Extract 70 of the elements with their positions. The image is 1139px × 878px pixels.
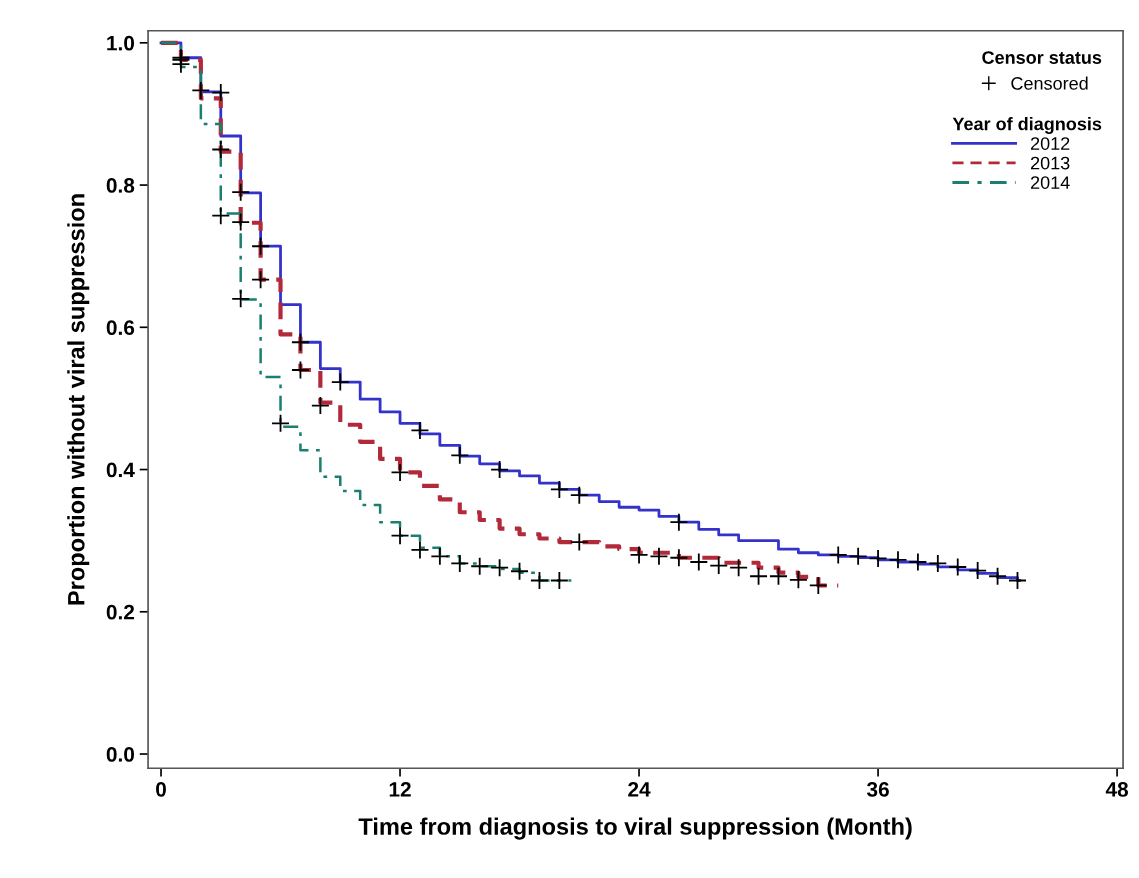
point: [450, 445, 470, 465]
legend-label: 2014: [1030, 176, 1070, 189]
point: [769, 566, 788, 586]
point: [749, 566, 768, 586]
point: [669, 548, 689, 568]
point: [251, 236, 271, 256]
point: [888, 550, 908, 570]
point: [291, 332, 310, 352]
point: [569, 485, 589, 505]
point: [251, 270, 271, 290]
point: [928, 554, 948, 573]
point: [549, 571, 569, 590]
point: [948, 557, 968, 577]
x-tick-label: 48: [1105, 781, 1129, 797]
point: [231, 212, 251, 232]
x-tick-label: 36: [866, 781, 889, 797]
point: [450, 554, 470, 573]
point: [549, 480, 569, 499]
point: [689, 552, 709, 572]
point: [808, 576, 828, 595]
point: [729, 558, 749, 578]
y-tick-label: 0.0: [106, 747, 135, 762]
point: [988, 566, 1007, 586]
point: [629, 545, 649, 565]
y-tick-label: 0.8: [106, 178, 135, 193]
point: [271, 413, 290, 433]
point: [410, 421, 430, 440]
text: Year of diagnosis: [952, 117, 1102, 134]
x-tick-label: 12: [389, 781, 411, 797]
point: [470, 556, 490, 576]
point: [788, 570, 808, 590]
legend-label: Censored: [1011, 76, 1088, 90]
point: [510, 561, 529, 581]
point: [1008, 571, 1027, 590]
point: [490, 558, 510, 578]
point: [231, 289, 251, 309]
point: [669, 512, 689, 532]
legend-label: 2013: [1030, 156, 1070, 170]
y-tick-label: 0.2: [106, 604, 135, 620]
point: [390, 526, 410, 546]
point: [828, 545, 848, 565]
point: [211, 83, 231, 103]
y-tick-label: 0.6: [106, 320, 135, 336]
point: [848, 546, 868, 566]
text: Censor status: [982, 51, 1102, 64]
x-tick-label: 24: [628, 781, 651, 797]
y-tick-label: 1.0: [107, 35, 135, 51]
point: [709, 556, 729, 575]
point: [908, 552, 928, 572]
point: [968, 561, 988, 580]
point: [490, 460, 510, 479]
point: [191, 81, 211, 100]
point: [649, 546, 669, 566]
point: [211, 206, 231, 226]
point: [569, 532, 589, 552]
point: [410, 540, 430, 560]
y-axis-title: Proportion without viral suppression: [67, 194, 90, 605]
point: [530, 571, 549, 590]
x-axis-title: Time from diagnosis to viral suppression (Month): [358, 817, 912, 840]
point: [330, 372, 350, 392]
point: [868, 549, 888, 568]
point: [231, 182, 251, 202]
x-tick-label: 0: [156, 781, 166, 797]
legend-label: 2012: [1030, 137, 1070, 150]
point: [390, 462, 410, 482]
point: [291, 360, 310, 380]
point: [211, 140, 231, 159]
point: [310, 396, 330, 415]
y-tick-label: 0.4: [106, 462, 135, 478]
point: [430, 546, 450, 566]
